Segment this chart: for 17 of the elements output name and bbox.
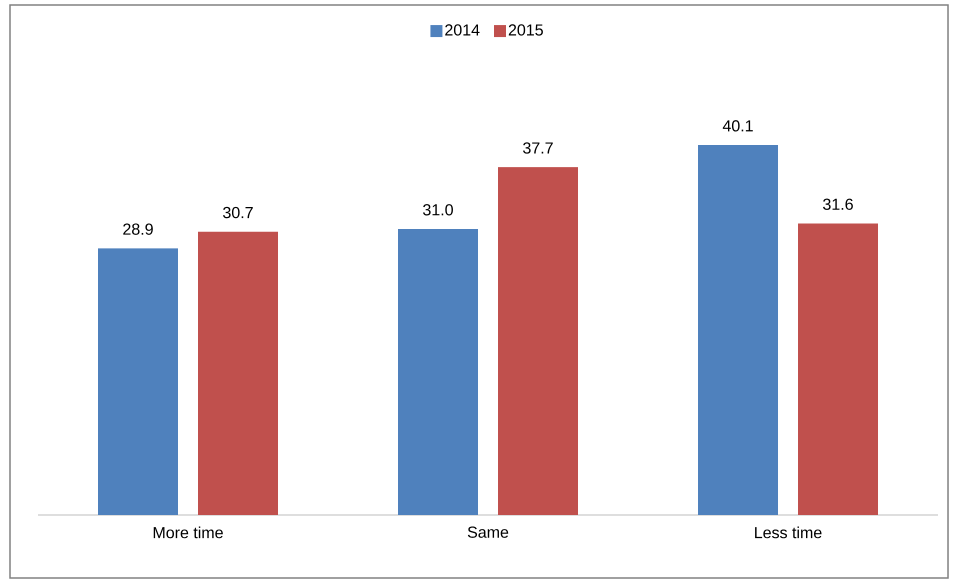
- data-label: 30.7: [223, 206, 253, 218]
- bar: [398, 228, 478, 515]
- legend-label: 2015: [508, 24, 543, 36]
- x-tick-label: More time: [154, 526, 223, 538]
- bar: [698, 145, 778, 515]
- bar: [98, 248, 178, 515]
- bar: [498, 167, 578, 515]
- x-tick-label: Less time: [755, 526, 822, 538]
- data-label: 28.9: [123, 224, 153, 235]
- data-label: 31.0: [423, 204, 453, 216]
- bar: [798, 223, 878, 515]
- data-label: 40.1: [722, 120, 753, 132]
- legend-label: 2014: [445, 24, 480, 36]
- data-label: 37.7: [523, 142, 553, 154]
- data-label: 31.6: [823, 198, 853, 210]
- x-tick-label: Same: [468, 526, 508, 538]
- bar: [198, 232, 278, 515]
